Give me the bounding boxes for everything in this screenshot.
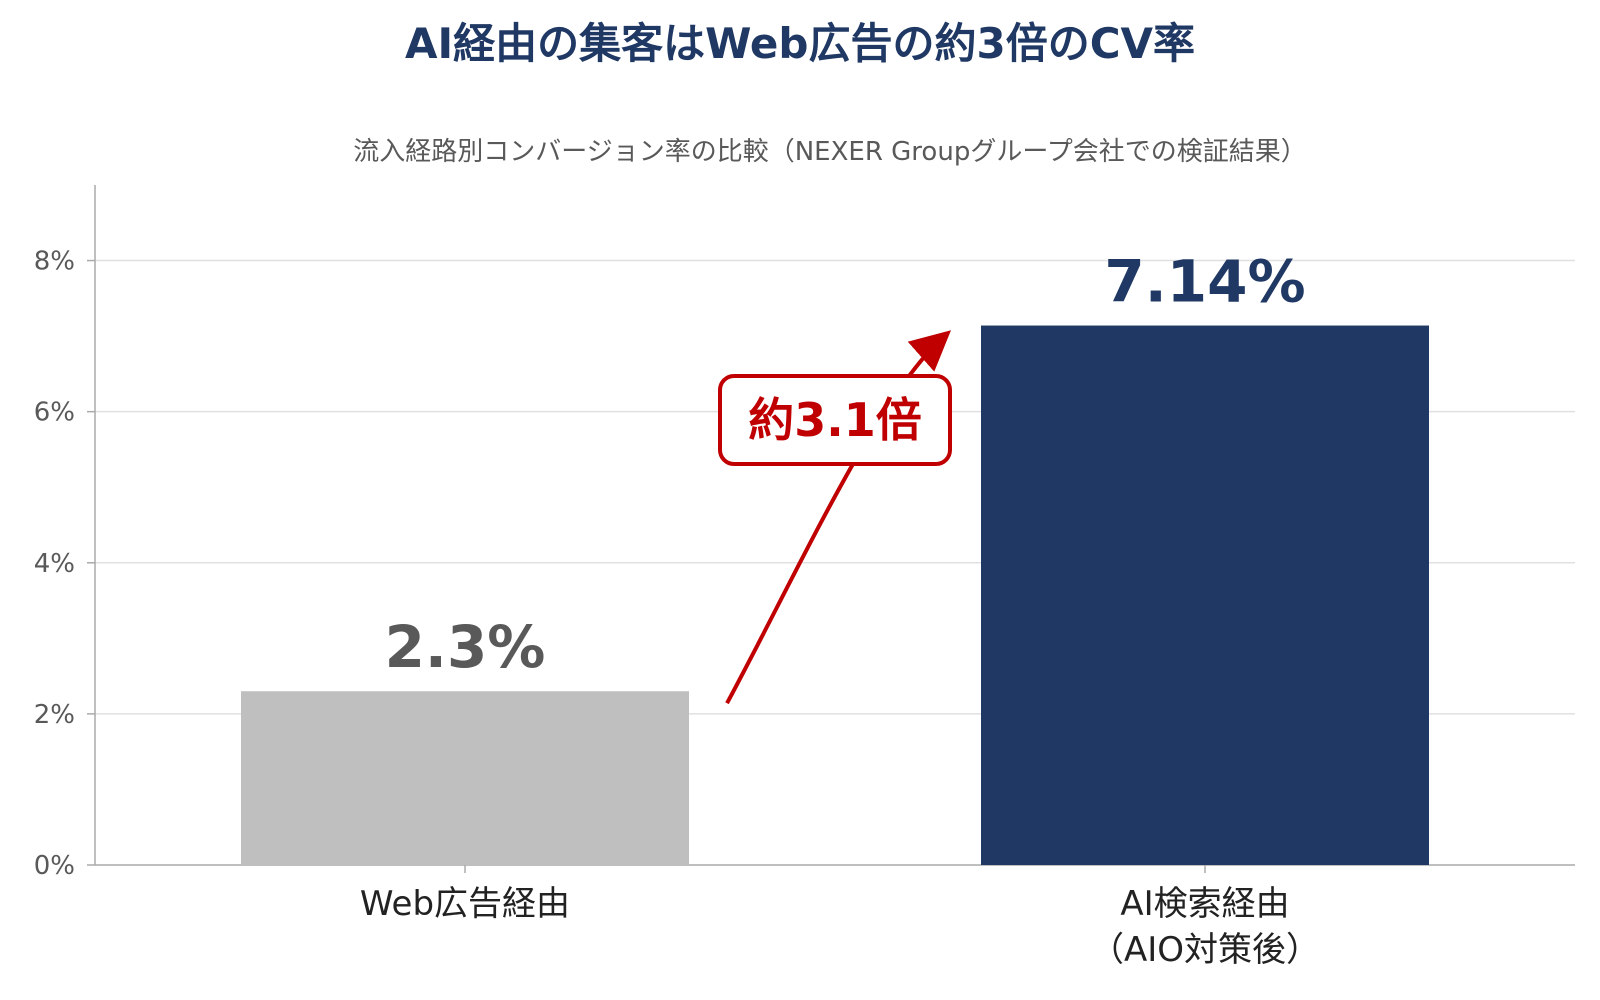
axes: 0% 2% 4% 6% 8%: [34, 185, 1575, 881]
ratio-annotation: 約3.1倍: [718, 330, 952, 705]
data-label: 2.3%: [385, 613, 546, 681]
annotation-text: 約3.1倍: [748, 393, 922, 447]
chart-subtitle: 流入経路別コンバージョン率の比較（NEXER Groupグループ会社での検証結果…: [353, 137, 1307, 167]
y-tick-label: 0%: [34, 851, 75, 881]
y-tick-label: 8%: [34, 247, 75, 277]
x-tick-label: Web広告経由: [360, 884, 570, 924]
data-label: 7.14%: [1104, 248, 1305, 316]
x-tick-label: AI検索経由: [1120, 884, 1289, 924]
chart-title: AI経由の集客はWeb広告の約3倍のCV率: [405, 19, 1195, 68]
y-tick-label: 4%: [34, 549, 75, 579]
bars: [241, 325, 1429, 865]
x-tick-label: （AIO対策後）: [1090, 930, 1320, 970]
labels: 2.3% Web広告経由 7.14% AI検索経由 （AIO対策後）: [360, 248, 1320, 970]
arrow-path: [725, 330, 951, 705]
y-tick-label: 6%: [34, 398, 75, 428]
bar: [241, 691, 689, 865]
annotation-badge: [718, 374, 952, 466]
y-tick-label: 2%: [34, 700, 75, 730]
bar: [981, 325, 1429, 865]
